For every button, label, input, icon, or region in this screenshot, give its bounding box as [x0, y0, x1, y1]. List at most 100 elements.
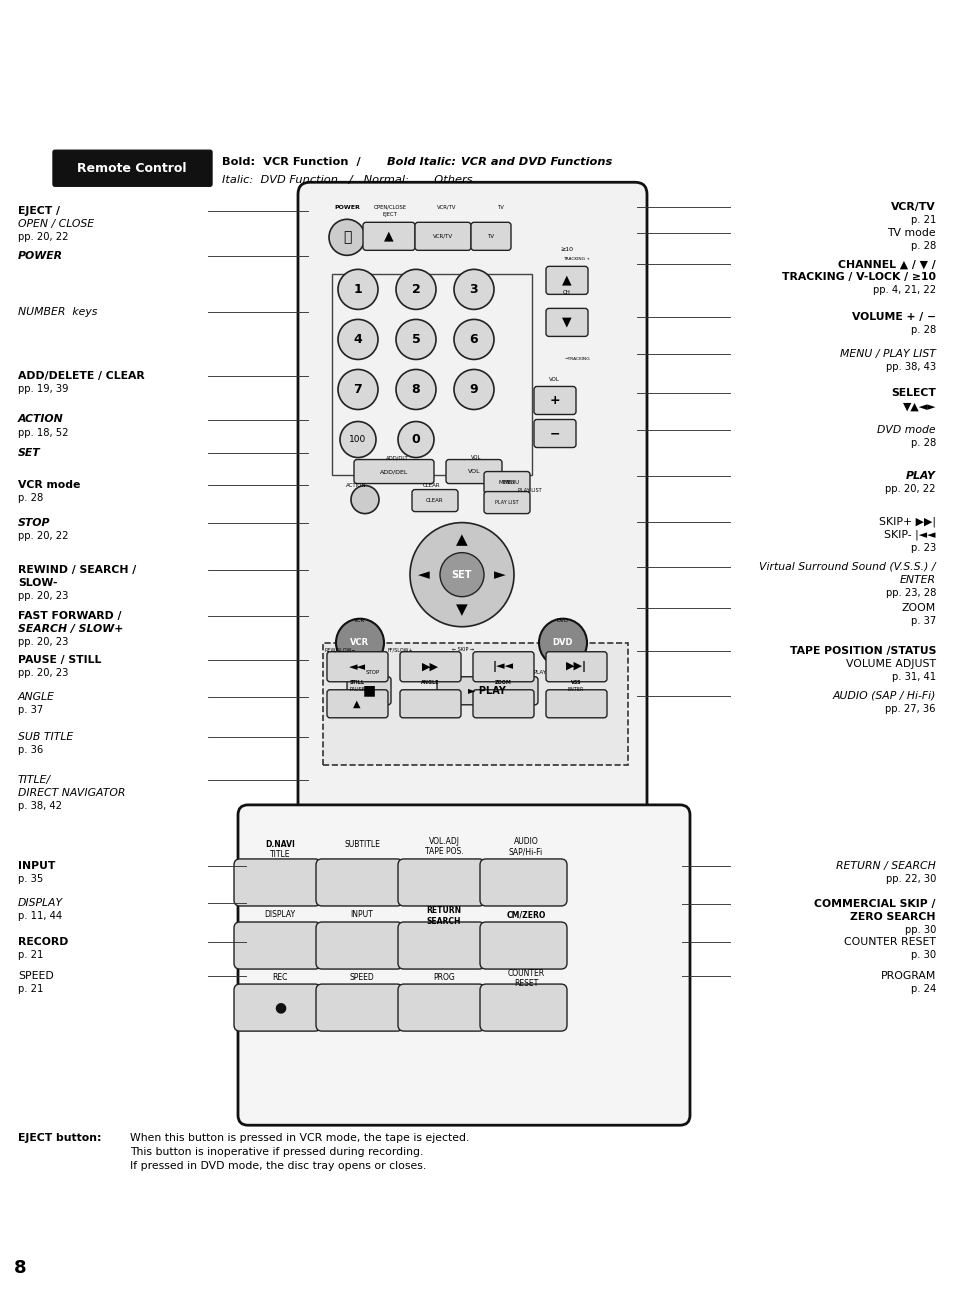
Text: TITLE: TITLE [270, 851, 290, 860]
FancyBboxPatch shape [233, 858, 320, 906]
Text: 3: 3 [469, 282, 477, 296]
Text: pp. 38, 43: pp. 38, 43 [885, 362, 935, 373]
Text: ▶▶: ▶▶ [421, 661, 438, 672]
Text: ZERO SEARCH: ZERO SEARCH [850, 913, 935, 922]
Text: ENTER: ENTER [567, 687, 583, 692]
FancyBboxPatch shape [327, 652, 388, 682]
Text: p. 36: p. 36 [18, 745, 43, 755]
Text: Bold:  VCR Function  /: Bold: VCR Function / [222, 157, 368, 168]
Text: VOL.ADJ: VOL.ADJ [428, 838, 459, 847]
Text: 9: 9 [469, 383, 477, 396]
Text: For assistance, please call : 1-800-211-PANA(7262) or, contact us via the web at: For assistance, please call : 1-800-211-… [248, 1265, 770, 1272]
FancyBboxPatch shape [534, 387, 576, 415]
Text: STOP: STOP [18, 518, 51, 527]
Circle shape [410, 522, 514, 626]
Text: pp. 20, 22: pp. 20, 22 [18, 232, 69, 242]
Text: ZOOM: ZOOM [494, 681, 511, 686]
Text: ACTION: ACTION [345, 483, 366, 489]
Text: pp. 20, 23: pp. 20, 23 [18, 637, 69, 647]
Text: SKIP+ ▶▶|: SKIP+ ▶▶| [878, 517, 935, 527]
Text: 5: 5 [411, 333, 420, 345]
Text: p. 31, 41: p. 31, 41 [891, 672, 935, 682]
Text: pp. 20, 23: pp. 20, 23 [18, 668, 69, 678]
Text: pp. 18, 52: pp. 18, 52 [18, 428, 69, 437]
Text: VCR: VCR [350, 638, 369, 647]
Text: p. 28: p. 28 [910, 437, 935, 447]
Text: FAST FORWARD /: FAST FORWARD / [18, 611, 121, 621]
Text: VCR/TV: VCR/TV [890, 202, 935, 213]
Text: VSS: VSS [570, 681, 580, 686]
Text: ADD/DELETE / CLEAR: ADD/DELETE / CLEAR [18, 371, 145, 382]
Text: ▶▶|: ▶▶| [565, 661, 586, 673]
Text: p. 37: p. 37 [18, 705, 43, 715]
Text: EJECT: EJECT [382, 211, 397, 217]
Text: ⏻: ⏻ [342, 231, 351, 245]
Text: p. 21: p. 21 [910, 215, 935, 226]
Text: RETURN: RETURN [426, 906, 461, 915]
Text: DISPLAY: DISPLAY [264, 910, 295, 919]
Text: p. 28: p. 28 [18, 492, 43, 503]
Text: VCR/TV: VCR/TV [433, 233, 453, 238]
Text: VCR/TV: VCR/TV [436, 205, 456, 210]
FancyBboxPatch shape [297, 182, 646, 828]
FancyBboxPatch shape [545, 267, 587, 294]
Text: pp. 20, 23: pp. 20, 23 [18, 590, 69, 601]
FancyBboxPatch shape [397, 922, 484, 969]
Circle shape [454, 320, 494, 360]
Text: SET: SET [452, 570, 472, 580]
Text: ANGLE: ANGLE [18, 692, 55, 701]
Text: Virtual Surround Sound (V.S.S.) /: Virtual Surround Sound (V.S.S.) / [759, 562, 935, 571]
Text: SET: SET [18, 447, 41, 458]
FancyBboxPatch shape [479, 984, 566, 1031]
Text: VOL: VOL [467, 469, 479, 474]
FancyBboxPatch shape [471, 222, 511, 250]
FancyBboxPatch shape [473, 690, 534, 718]
Circle shape [339, 422, 375, 458]
Text: Remote Control: Remote Control [77, 161, 187, 175]
Text: ●: ● [274, 1000, 286, 1014]
Text: 8: 8 [412, 383, 420, 396]
Text: SAP/Hi-Fi: SAP/Hi-Fi [508, 847, 542, 856]
FancyBboxPatch shape [233, 922, 320, 969]
Text: DISPLAY: DISPLAY [18, 898, 63, 907]
FancyBboxPatch shape [397, 984, 484, 1031]
Circle shape [538, 619, 586, 666]
Text: RESET: RESET [514, 978, 537, 987]
Circle shape [335, 619, 384, 666]
Text: VCR mode: VCR mode [18, 480, 80, 490]
Text: 7: 7 [354, 383, 362, 396]
Text: VOLUME + / −: VOLUME + / − [851, 312, 935, 322]
Text: COMMERCIAL SKIP /: COMMERCIAL SKIP / [814, 898, 935, 909]
Circle shape [454, 370, 494, 410]
Text: ◄: ◄ [417, 567, 430, 583]
Text: +: + [549, 394, 559, 407]
FancyBboxPatch shape [483, 472, 530, 494]
FancyBboxPatch shape [315, 858, 402, 906]
Text: PAUSE: PAUSE [349, 687, 364, 692]
FancyBboxPatch shape [545, 690, 606, 718]
Text: ACTION: ACTION [18, 415, 64, 424]
Text: ADD/DEL: ADD/DEL [379, 469, 408, 474]
Bar [323, 643, 627, 764]
Text: ▲: ▲ [456, 532, 467, 547]
Text: Bold Italic:: Bold Italic: [387, 157, 459, 168]
Text: When this button is pressed in VCR mode, the tape is ejected.: When this button is pressed in VCR mode,… [130, 1133, 469, 1143]
Text: REC: REC [272, 973, 288, 981]
Text: p. 28: p. 28 [910, 241, 935, 251]
FancyBboxPatch shape [436, 677, 537, 705]
FancyBboxPatch shape [315, 922, 402, 969]
Text: CLEAR: CLEAR [423, 483, 440, 489]
FancyBboxPatch shape [237, 804, 689, 1125]
Text: TITLE/: TITLE/ [18, 775, 51, 785]
FancyBboxPatch shape [412, 490, 457, 512]
FancyBboxPatch shape [446, 460, 501, 483]
Text: NUMBER  keys: NUMBER keys [18, 307, 97, 317]
Text: ► PLAY: ► PLAY [468, 686, 505, 696]
Text: p. 38, 42: p. 38, 42 [18, 800, 62, 811]
Text: VOLUME ADJUST: VOLUME ADJUST [845, 659, 935, 669]
FancyBboxPatch shape [233, 984, 320, 1031]
FancyBboxPatch shape [347, 677, 391, 705]
Text: ►: ► [494, 567, 505, 583]
Text: p. 35: p. 35 [18, 874, 43, 884]
Text: AUDIO: AUDIO [513, 838, 537, 847]
